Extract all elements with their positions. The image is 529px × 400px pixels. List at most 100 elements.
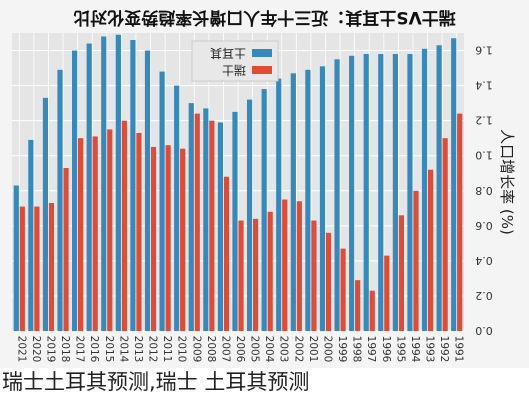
bar-swiss — [63, 167, 69, 331]
x-tick-label: 2015 — [103, 336, 115, 363]
y-tick-labels: 0.0 0.2 0.4 0.6 0.8 1.0 1.2 1.4 1.6 — [475, 44, 493, 337]
bar-turkey — [217, 122, 224, 332]
x-tick-label: 1995 — [394, 336, 406, 363]
bar-swiss — [442, 138, 448, 331]
bar-turkey — [319, 66, 326, 332]
bar-turkey — [28, 139, 34, 331]
bar-swiss — [282, 199, 288, 331]
x-tick-label: 1993 — [424, 336, 436, 363]
x-tick-label: 2019 — [44, 336, 56, 363]
x-tick-label: 2018 — [59, 336, 71, 363]
bar-swiss — [209, 120, 215, 331]
bar-swiss — [340, 248, 346, 331]
x-tick-label: 2006 — [234, 336, 246, 363]
bar-swiss — [92, 136, 98, 331]
bar-turkey — [305, 69, 311, 331]
bar-swiss — [150, 146, 157, 331]
chart-title: 瑞士VS土耳其：近三十年人口增长率趋势变化对比 — [73, 7, 455, 28]
bar-turkey — [203, 108, 209, 332]
y-tick-label: 0.6 — [475, 219, 493, 232]
chart-photo: 0.0 0.2 0.4 0.6 0.8 1.0 1.2 1.4 1.6 1991 1992 1993… — [0, 0, 529, 368]
bar-swiss — [121, 120, 127, 331]
x-tick-label: 1994 — [409, 336, 421, 363]
bars — [13, 34, 463, 332]
x-tick-label: 1998 — [351, 336, 363, 363]
bar-swiss — [78, 138, 84, 331]
bar-turkey — [13, 185, 19, 331]
bar-chart: 0.0 0.2 0.4 0.6 0.8 1.0 1.2 1.4 1.6 199119921993… — [12, 7, 516, 363]
x-tick-label: 2007 — [219, 336, 231, 363]
x-tick-label: 2009 — [190, 336, 202, 363]
bar-swiss — [457, 113, 463, 332]
x-tick-label: 2008 — [205, 336, 217, 363]
bar-swiss — [369, 290, 375, 331]
bar-turkey — [363, 54, 369, 332]
x-tick-label: 2002 — [292, 336, 304, 363]
bar-swiss — [398, 215, 404, 331]
bar-swiss — [325, 232, 332, 331]
bar-turkey — [246, 99, 253, 332]
bar-turkey — [101, 36, 107, 331]
bar-turkey — [115, 34, 121, 332]
bar-swiss — [136, 132, 142, 331]
bar-turkey — [130, 40, 136, 331]
bar-swiss — [355, 280, 361, 331]
bar-swiss — [252, 218, 259, 331]
x-tick-label: 2020 — [30, 336, 42, 363]
legend: 瑞士 土耳其 — [191, 40, 279, 82]
bar-swiss — [34, 206, 40, 331]
y-tick-label: 0.8 — [475, 184, 493, 197]
x-tick-label: 1996 — [380, 336, 392, 363]
x-tick-label: 2021 — [15, 336, 27, 363]
legend-swatch-turkey — [252, 49, 272, 57]
bar-swiss — [384, 255, 390, 331]
x-tick-label: 2000 — [321, 336, 333, 363]
x-tick-label: 1992 — [438, 336, 450, 363]
y-axis-label: 人口增长率 (%) — [498, 129, 516, 235]
bar-swiss — [267, 211, 273, 331]
bar-turkey — [159, 71, 165, 332]
bar-turkey — [57, 69, 63, 331]
bar-swiss — [223, 176, 230, 331]
x-tick-label: 1997 — [365, 336, 377, 363]
x-tick-label: 2014 — [117, 336, 129, 363]
x-tick-label: 2005 — [249, 336, 261, 363]
bar-swiss — [180, 148, 186, 331]
x-tick-label: 2011 — [161, 336, 173, 363]
bar-turkey — [232, 111, 238, 331]
bar-turkey — [421, 48, 428, 332]
legend-label-swiss: 瑞士 — [222, 63, 246, 77]
bar-turkey — [407, 54, 413, 332]
bar-turkey — [261, 89, 267, 331]
bar-swiss — [19, 206, 25, 331]
bar-turkey — [174, 85, 180, 332]
bar-turkey — [290, 73, 296, 331]
x-tick-label: 2001 — [307, 336, 319, 363]
x-tick-label: 1999 — [336, 336, 348, 363]
y-tick-label: 0.4 — [475, 254, 493, 267]
y-tick-label: 1.6 — [475, 44, 493, 57]
caption: 瑞士土耳其预测,瑞士 土耳其预测 — [2, 370, 310, 394]
bar-turkey — [334, 59, 340, 331]
bar-turkey — [378, 54, 384, 332]
y-tick-label: 1.0 — [475, 149, 493, 162]
bar-turkey — [188, 103, 194, 331]
legend-box — [191, 40, 279, 82]
x-tick-label: 2004 — [263, 336, 275, 363]
x-tick-label: 2016 — [88, 336, 100, 363]
bar-swiss — [48, 203, 55, 331]
x-tick-labels: 1991199219931994199519961997199819992000… — [15, 336, 464, 363]
bar-turkey — [349, 55, 355, 331]
bar-swiss — [311, 220, 317, 331]
x-tick-label: 2013 — [132, 336, 144, 363]
bar-turkey — [72, 50, 78, 331]
x-tick-label: 1991 — [453, 336, 465, 363]
bar-turkey — [42, 97, 49, 331]
bar-turkey — [86, 43, 92, 332]
bar-turkey — [276, 78, 282, 331]
bar-swiss — [296, 201, 302, 331]
legend-swatch-swiss — [252, 66, 272, 74]
x-tick-label: 2012 — [147, 336, 159, 363]
bar-swiss — [194, 113, 200, 332]
y-tick-label: 0.2 — [475, 289, 493, 302]
